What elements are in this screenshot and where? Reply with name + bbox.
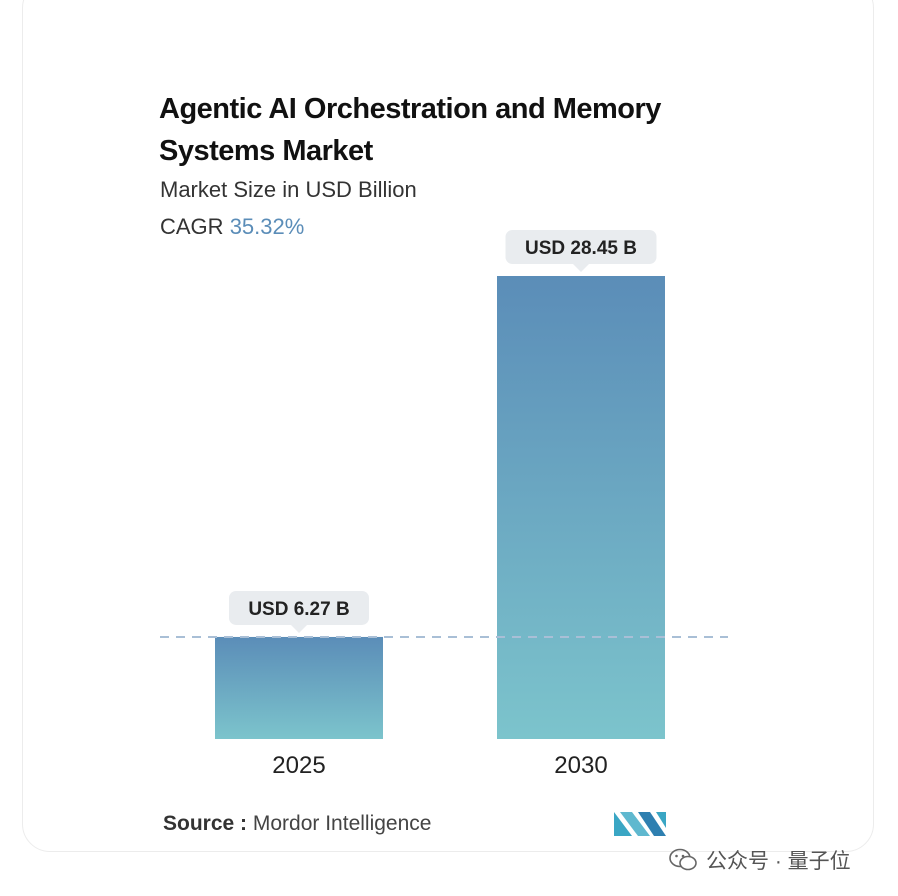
x-tick-label-2030: 2030 (554, 752, 607, 779)
chart-title: Agentic AI Orchestration and Memory Syst… (159, 93, 661, 167)
source-note: Source : Mordor Intelligence (163, 812, 431, 836)
data-label-pointer (573, 264, 589, 272)
cagr-label: CAGR (160, 214, 224, 239)
data-label-box (505, 230, 657, 264)
cagr-line: CAGR 35.32% (160, 214, 304, 240)
cagr-value: 35.32% (229, 214, 305, 239)
wechat-icon (669, 848, 697, 871)
bar-2025 (215, 636, 383, 739)
watermark: 公众号 · 量子位 (668, 845, 851, 875)
chart-subtitle: Market Size in USD Billion (160, 177, 417, 202)
data-label-text: USD 28.45 B (525, 238, 637, 259)
source-value: Mordor Intelligence (252, 812, 432, 835)
watermark-text: 公众号 · 量子位 (706, 850, 851, 873)
bar-2030 (497, 276, 665, 739)
data-label-pointer (291, 624, 307, 633)
chart-card (22, 0, 874, 852)
source-label: Source : (163, 812, 248, 835)
data-label-2030: USD 28.45 B (505, 230, 657, 272)
data-label-box (229, 590, 369, 625)
x-tick-label-2025: 2025 (272, 752, 325, 779)
mordor-intelligence-logo-icon (614, 812, 666, 836)
data-label-2025: USD 6.27 B (229, 590, 369, 633)
data-label-text: USD 6.27 B (248, 599, 349, 620)
